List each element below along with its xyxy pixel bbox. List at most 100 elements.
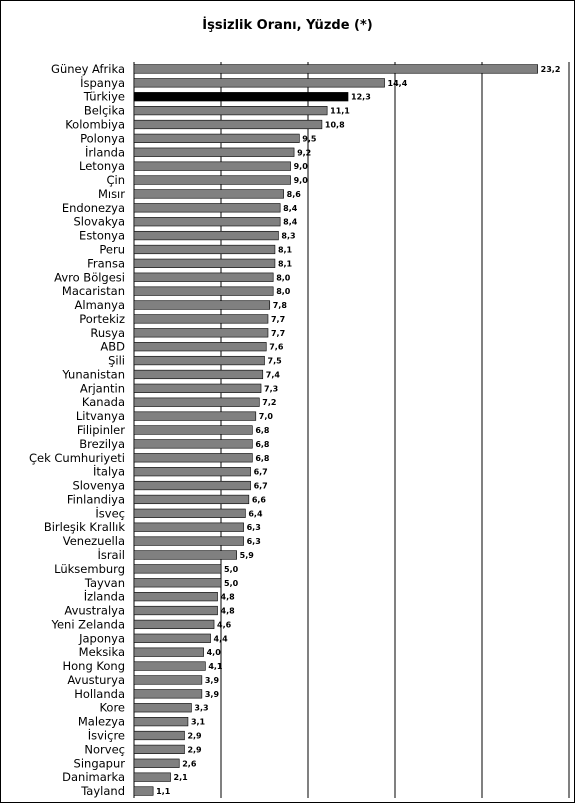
category-label: Danimarka (62, 770, 125, 784)
value-labels: 23,2 14,4 12,311,1 10,8 9,5 9,2 9,0 9,0 8,6 8,4 8,… (156, 65, 560, 796)
category-label: Kolombiya (65, 117, 125, 131)
value-label: 6,3 (247, 523, 261, 532)
bar (133, 244, 276, 255)
value-label: 1,1 (156, 787, 171, 796)
category-label: Tayland (80, 784, 125, 798)
bar (133, 314, 269, 324)
value-label: 7,7 (271, 329, 285, 338)
value-label: 8,1 (278, 245, 293, 254)
category-label: Mısır (98, 187, 125, 201)
category-label: Litvanya (76, 409, 125, 423)
bar (133, 425, 253, 435)
value-label: 7,5 (268, 357, 283, 366)
bar (133, 92, 349, 102)
value-label: 9,0 (294, 176, 309, 185)
category-label: Hollanda (74, 687, 125, 701)
category-label: Slovakya (74, 215, 126, 229)
bar (133, 703, 192, 713)
category-label: Finlandiya (67, 492, 125, 506)
category-label: Hong Kong (62, 659, 125, 673)
bar (133, 661, 206, 671)
category-label: Slovenya (72, 479, 125, 493)
category-label: Venezuella (63, 534, 125, 548)
bar (133, 730, 185, 741)
value-label: 6,8 (255, 440, 270, 449)
bar (133, 578, 222, 588)
value-label: 3,9 (205, 690, 220, 699)
bar (133, 119, 323, 130)
value-label: 4,8 (221, 607, 236, 616)
value-label: 4,1 (208, 662, 223, 671)
category-label: İzlanda (84, 589, 125, 604)
bar (133, 383, 262, 393)
value-label: 4,4 (214, 634, 229, 643)
category-label: Kanada (82, 395, 125, 409)
category-label: Rusya (90, 326, 125, 340)
category-label: İtalya (93, 464, 125, 479)
value-label: 3,3 (194, 704, 208, 713)
bar (133, 342, 267, 352)
value-label: 2,6 (182, 759, 197, 768)
value-label: 8,0 (276, 273, 291, 282)
bar (133, 467, 251, 477)
category-label: Norveç (84, 742, 125, 756)
value-label: 6,8 (255, 426, 270, 435)
category-label: Singapur (74, 756, 126, 770)
category-label: İrlanda (85, 144, 125, 159)
value-label: 6,4 (248, 509, 263, 518)
value-label: 3,1 (191, 718, 206, 727)
bar (133, 772, 171, 782)
category-label: Çek Cumhuriyeti (29, 451, 125, 465)
value-label: 6,3 (247, 537, 261, 546)
value-label: 7,8 (273, 301, 288, 310)
value-label: 5,9 (240, 551, 255, 560)
bar (133, 550, 237, 560)
category-label: Şili (108, 354, 125, 368)
category-label: Avusturya (67, 673, 125, 687)
bars (133, 64, 538, 796)
value-label: 14,4 (388, 79, 408, 88)
chart-title: İşsizlik Oranı, Yüzde (*) (202, 18, 373, 33)
bar (133, 258, 276, 268)
value-label: 2,9 (187, 745, 202, 754)
category-label: Yunanistan (61, 367, 125, 381)
bar (133, 717, 189, 727)
category-label: Fransa (87, 256, 125, 270)
bar (133, 758, 180, 768)
bar (133, 300, 271, 310)
category-label: İsrail (97, 547, 125, 562)
value-label: 23,2 (541, 65, 561, 74)
value-label: 3,9 (205, 676, 220, 685)
bar (133, 633, 211, 643)
bar (133, 286, 274, 296)
bar (133, 480, 251, 491)
category-label: Meksika (79, 645, 125, 659)
category-label: Lüksemburg (54, 562, 125, 576)
category-label: Avro Bölgesi (54, 270, 125, 284)
bar (133, 369, 264, 380)
value-label: 5,0 (224, 565, 239, 574)
category-label: Japonya (78, 631, 125, 645)
value-label: 8,1 (278, 259, 293, 268)
bar (133, 564, 222, 574)
category-label: Türkiye (83, 90, 125, 104)
bar (133, 453, 253, 463)
value-label: 7,4 (266, 370, 281, 379)
value-label: 10,8 (325, 120, 345, 129)
value-label: 4,8 (221, 593, 236, 602)
value-label: 12,3 (351, 93, 371, 102)
category-label: Estonya (79, 229, 125, 243)
bar (133, 217, 281, 227)
value-label: 7,3 (264, 384, 278, 393)
bar (133, 786, 154, 796)
category-label: Güney Afrika (51, 62, 125, 76)
value-label: 5,0 (224, 579, 239, 588)
category-label: İspanya (80, 75, 125, 90)
value-label: 7,7 (271, 315, 285, 324)
category-label: Brezilya (79, 437, 125, 451)
value-label: 4,6 (217, 620, 232, 629)
bar (133, 203, 281, 213)
category-labels: Güney AfrikaİspanyaTürkiyeBelçikaKolombi… (29, 62, 125, 798)
bar (133, 328, 269, 338)
